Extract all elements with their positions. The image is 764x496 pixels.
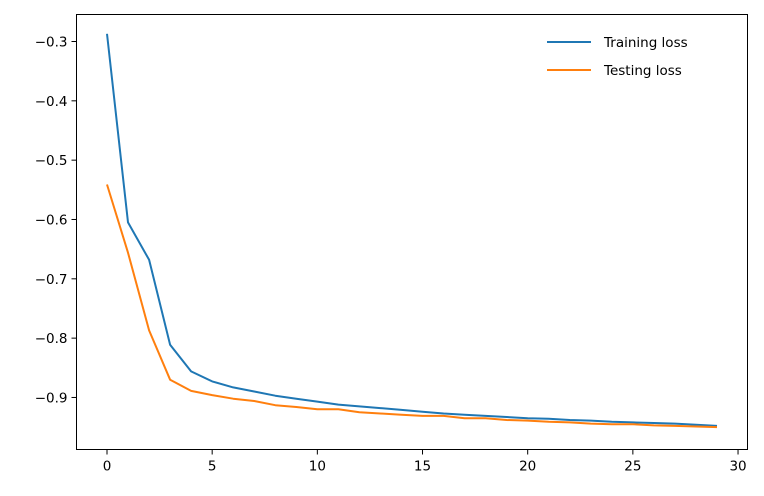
legend-label: Testing loss: [603, 63, 682, 79]
x-tick-label: 0: [103, 459, 112, 475]
x-tick-label: 15: [414, 459, 431, 475]
y-tick-label: −0.6: [35, 212, 68, 228]
x-tick-label: 30: [729, 459, 746, 475]
x-tick-label: 25: [624, 459, 641, 475]
legend: Training loss Testing loss: [547, 35, 688, 79]
series-line-0: [106, 33, 718, 427]
plot-frame: [76, 14, 748, 450]
x-tick-label: 10: [309, 459, 326, 475]
legend-label: Training loss: [603, 35, 688, 51]
y-tick-label: −0.5: [35, 153, 68, 169]
x-tick-label: 5: [208, 459, 217, 475]
y-tick-label: −0.3: [35, 34, 68, 50]
y-tick-label: −0.4: [35, 94, 68, 110]
series-line-1: [106, 184, 718, 429]
x-tick-label: 20: [519, 459, 536, 475]
y-tick-label: −0.7: [35, 272, 68, 288]
y-tick-label: −0.8: [35, 331, 68, 347]
y-tick-label: −0.9: [35, 390, 68, 406]
